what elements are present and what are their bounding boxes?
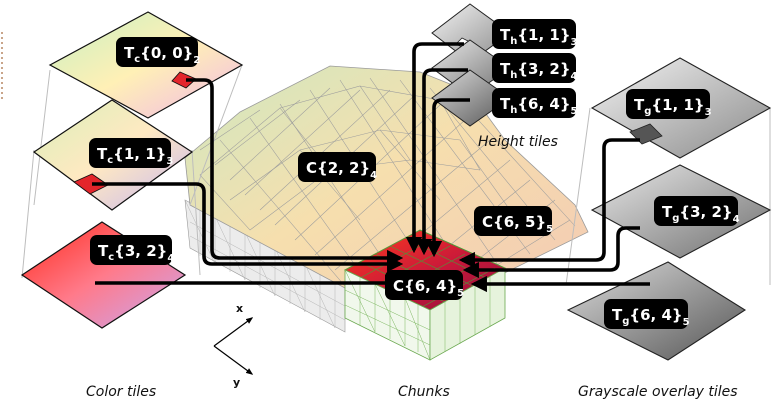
label-tc32: Tc{3, 2}4 [90,235,174,265]
arrow-th32 [415,68,468,256]
svg-text:Th{3, 2}4: Th{3, 2}4 [500,60,578,82]
arrow-tc11 [92,182,404,273]
svg-text:C{6, 5}5: C{6, 5}5 [482,213,553,235]
label-c65: C{6, 5}5 [474,206,553,236]
label-th11: Th{1, 1}3 [492,19,578,49]
label-c64: C{6, 4}5 [385,270,464,300]
label-tg64: Tg{6, 4}5 [604,299,690,329]
svg-text:Tc{0, 0}2: Tc{0, 0}2 [124,44,200,66]
label-c22: C{2, 2}4 [298,152,377,182]
y-axis-label: y [233,376,240,389]
svg-text:C{2, 2}4: C{2, 2}4 [306,159,377,181]
x-axis-label: x [236,302,243,315]
color-tile-guides-2 [21,149,201,279]
caption-chunks: Chunks [398,384,450,400]
chunk-wall-grid [344,269,491,361]
label-tc11: Tc{1, 1}3 [89,138,173,168]
label-tc00: Tc{0, 0}2 [116,37,200,67]
color-tile-0-0-marker [171,71,197,89]
label-th64: Th{6, 4}5 [492,88,578,118]
tile-labels: Tc{0, 0}2 Tc{1, 1}3 Tc{3, 2}4 C{2, 2}4 C… [89,19,740,329]
svg-text:Th{6, 4}5: Th{6, 4}5 [500,95,578,117]
color-tile-guides-1 [33,64,243,206]
svg-text:C{6, 4}5: C{6, 4}5 [393,277,464,299]
arrow-tg32 [462,226,640,279]
svg-text:Tg{1, 1}3: Tg{1, 1}3 [634,96,712,118]
label-tg32: Tg{3, 2}4 [654,196,740,226]
svg-text:Th{1, 1}3: Th{1, 1}3 [500,26,578,48]
x-axis-arrow [213,317,254,347]
arrow-th11 [405,42,464,254]
arrows [92,42,650,293]
caption-height-tiles: Height tiles [478,134,558,150]
arrow-tc00 [186,78,404,267]
y-axis-arrow [213,345,254,375]
label-tg11: Tg{1, 1}3 [626,89,712,119]
svg-text:Tg{6, 4}5: Tg{6, 4}5 [612,306,690,328]
arrow-tg11 [458,138,640,269]
axes-indicator: x y [213,302,254,389]
caption-grayscale-tiles: Grayscale overlay tiles [578,384,738,400]
label-th32: Th{3, 2}4 [492,53,578,83]
svg-text:Tc{1, 1}3: Tc{1, 1}3 [97,145,173,167]
svg-text:Tc{3, 2}4: Tc{3, 2}4 [98,242,174,264]
height-tiles [431,3,511,127]
svg-text:Tg{3, 2}4: Tg{3, 2}4 [662,203,740,225]
arrow-th64 [425,98,470,258]
caption-color-tiles: Color tiles [86,384,156,400]
gray-tile-guides [565,107,771,286]
